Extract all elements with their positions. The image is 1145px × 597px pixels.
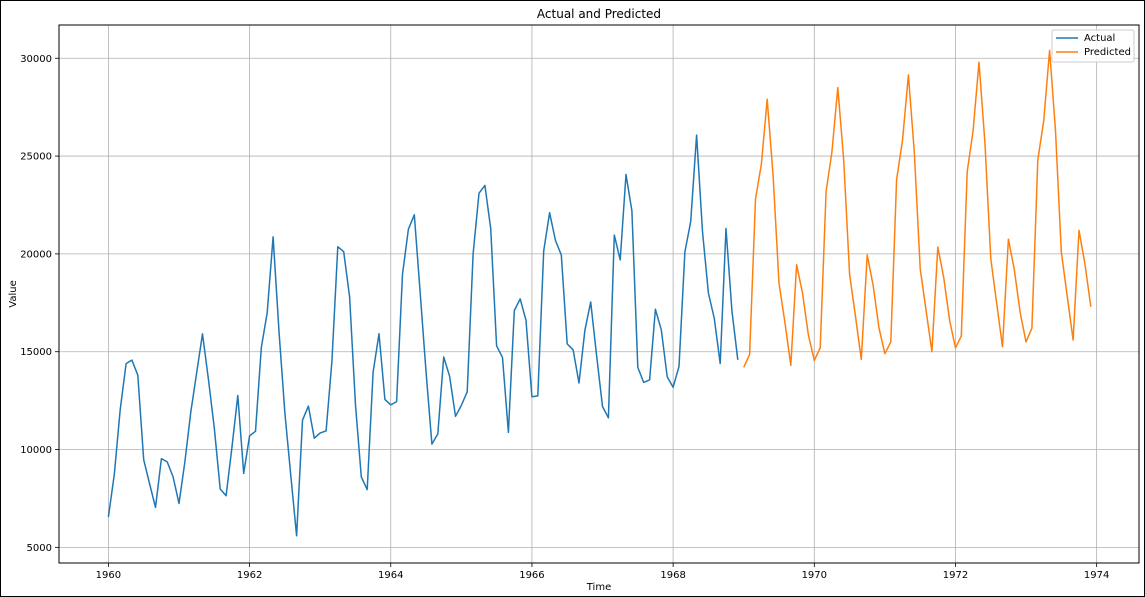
legend: Actual Predicted — [1051, 29, 1135, 63]
series-lines — [107, 49, 1092, 537]
y-tick-label: 15000 — [20, 347, 52, 358]
grid-lines — [59, 25, 1139, 563]
chart-title: Actual and Predicted — [537, 7, 661, 21]
x-tick-label: 1970 — [802, 570, 827, 581]
x-tick-label: 1966 — [519, 570, 544, 581]
legend-label-actual: Actual — [1084, 33, 1115, 44]
legend-label-predicted: Predicted — [1084, 47, 1131, 58]
y-tick-label: 10000 — [20, 445, 52, 456]
y-axis-label: Value — [8, 280, 19, 307]
y-tick-label: 25000 — [20, 152, 52, 163]
x-axis-ticks: 1960 1962 1964 1966 1968 1970 1972 1974 — [96, 563, 1109, 581]
x-tick-label: 1964 — [378, 570, 403, 581]
y-tick-label: 20000 — [20, 249, 52, 260]
plot-area-frame — [58, 24, 1140, 564]
x-tick-label: 1960 — [96, 570, 121, 581]
x-tick-label: 1962 — [237, 570, 262, 581]
y-axis-ticks: 5000 10000 15000 20000 25000 30000 — [20, 54, 59, 554]
x-tick-label: 1972 — [943, 570, 968, 581]
y-tick-label: 5000 — [27, 543, 52, 554]
x-tick-label: 1968 — [660, 570, 685, 581]
x-tick-label: 1974 — [1084, 570, 1109, 581]
series-line-predicted — [743, 49, 1092, 368]
x-axis-label: Time — [586, 582, 611, 593]
series-line-actual — [107, 134, 739, 537]
plot-area-background — [59, 25, 1139, 563]
y-tick-label: 30000 — [20, 54, 52, 65]
